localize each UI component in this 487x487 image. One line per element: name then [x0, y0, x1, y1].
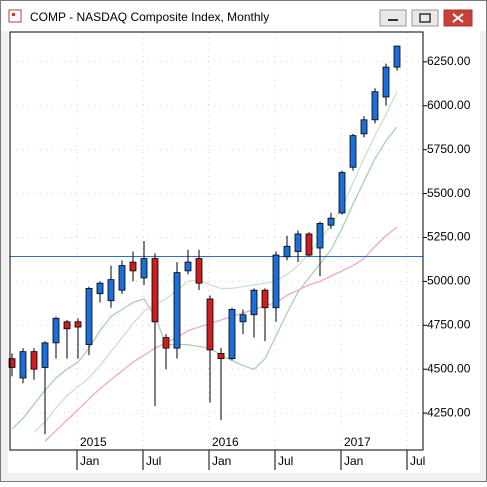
x-tick-label: Jul [278, 454, 293, 468]
moving-average-line [11, 126, 398, 430]
candle-body [327, 217, 335, 226]
candle-body [41, 342, 49, 368]
candle-body [228, 309, 236, 360]
x-tick-label: Jul [410, 454, 425, 468]
candle-body [129, 261, 137, 272]
candle-body [349, 135, 357, 168]
candle-body [294, 233, 302, 252]
candle-body [382, 66, 390, 98]
y-tick-label: 5750.00 [427, 142, 471, 156]
candle-body [162, 337, 170, 349]
y-tick-label: 4500.00 [427, 361, 471, 375]
year-label: 2017 [344, 435, 371, 449]
candle-body [261, 289, 269, 309]
candle-body [338, 172, 346, 214]
y-tick-label: 5500.00 [427, 186, 471, 200]
minimize-button[interactable] [379, 9, 407, 27]
candle-body [206, 298, 214, 351]
chart-area [8, 31, 480, 473]
year-label: 2016 [212, 435, 239, 449]
x-tick-label: Jan [212, 454, 231, 468]
candle-body [63, 321, 71, 330]
candle-body [393, 45, 401, 68]
y-tick-label: 5250.00 [427, 230, 471, 244]
candle-body [283, 245, 291, 258]
candle-body [140, 258, 148, 279]
candle-body [151, 258, 159, 323]
x-tick-label: Jan [344, 454, 363, 468]
candle-body [371, 91, 379, 121]
candle-body [272, 254, 280, 309]
candle-body [74, 321, 82, 328]
y-tick-label: 6000.00 [427, 98, 471, 112]
candle-body [30, 351, 38, 370]
candle-body [173, 272, 181, 349]
maximize-icon [419, 13, 431, 23]
plot-border [9, 31, 424, 451]
candle-body [195, 258, 203, 284]
candle-body [107, 279, 115, 302]
x-tick-label: Jul [146, 454, 161, 468]
y-tick-label: 4250.00 [427, 405, 471, 419]
candle-body [96, 282, 104, 295]
candle-body [217, 353, 225, 360]
candle-body [250, 289, 258, 316]
y-tick-label: 6250.00 [427, 54, 471, 68]
candle-body [85, 288, 93, 346]
candle-body [239, 314, 247, 323]
candle-body [8, 358, 16, 368]
y-tick-label: 5000.00 [427, 274, 471, 288]
year-label: 2015 [80, 435, 107, 449]
candle-body [19, 351, 27, 379]
y-tick-label: 4750.00 [427, 317, 471, 331]
close-icon [452, 13, 464, 23]
candle-body [52, 317, 60, 344]
moving-average-line [33, 91, 398, 433]
candle-body [184, 261, 192, 272]
candle-body [316, 223, 324, 249]
candle-body [305, 233, 313, 256]
window-title: COMP - NASDAQ Composite Index, Monthly [30, 10, 269, 24]
candle-body [360, 119, 368, 135]
candle-body [118, 265, 126, 291]
app-icon-dot [12, 13, 15, 16]
maximize-button[interactable] [411, 9, 439, 27]
x-tick-label: Jan [80, 454, 99, 468]
moving-average-line [44, 226, 398, 442]
